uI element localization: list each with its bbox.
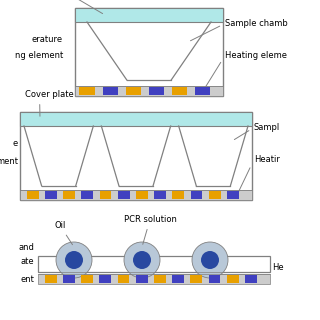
Text: erature: erature	[32, 36, 63, 44]
Bar	[190, 275, 202, 283]
Text: ment: ment	[0, 157, 18, 166]
Circle shape	[201, 251, 219, 269]
Bar	[149, 87, 164, 95]
Bar	[190, 191, 202, 199]
Circle shape	[65, 251, 83, 269]
Bar	[75, 8, 223, 22]
Text: Heatir: Heatir	[238, 155, 280, 193]
Bar	[196, 87, 211, 95]
Circle shape	[56, 242, 92, 278]
Bar	[103, 87, 118, 95]
Bar	[63, 191, 75, 199]
Text: ate: ate	[20, 258, 34, 267]
Text: PCR solution: PCR solution	[124, 215, 176, 244]
Circle shape	[124, 242, 160, 278]
Text: ng element: ng element	[15, 52, 63, 60]
Text: Sampl: Sampl	[234, 123, 280, 140]
Bar	[38, 274, 270, 284]
Bar	[38, 256, 270, 272]
Bar	[118, 275, 130, 283]
Text: Cover plate: Cover plate	[16, 0, 103, 13]
Bar	[172, 275, 184, 283]
Bar	[126, 87, 141, 95]
Bar	[154, 191, 166, 199]
Bar	[79, 87, 94, 95]
Bar	[63, 275, 75, 283]
Bar	[209, 275, 220, 283]
Bar	[27, 191, 39, 199]
Bar	[82, 191, 93, 199]
Text: Oil: Oil	[54, 221, 73, 245]
Bar	[20, 112, 252, 200]
Text: e: e	[13, 140, 18, 148]
Text: He: He	[272, 263, 284, 273]
Bar	[100, 275, 111, 283]
Bar	[136, 275, 148, 283]
Bar	[45, 275, 57, 283]
Bar	[81, 275, 93, 283]
Bar	[100, 191, 111, 199]
Bar	[154, 275, 166, 283]
Bar	[118, 191, 130, 199]
Bar	[227, 275, 238, 283]
Bar	[136, 191, 148, 199]
Bar	[75, 86, 223, 96]
Text: and: and	[18, 244, 34, 252]
Bar	[209, 191, 220, 199]
Bar	[172, 87, 187, 95]
Bar	[172, 191, 184, 199]
Bar	[227, 191, 239, 199]
Text: Heating eleme: Heating eleme	[204, 51, 287, 89]
Bar	[245, 275, 257, 283]
Bar	[45, 191, 57, 199]
Bar	[20, 190, 252, 200]
Circle shape	[192, 242, 228, 278]
Text: Cover plate: Cover plate	[25, 90, 74, 116]
Text: ent: ent	[20, 275, 34, 284]
Circle shape	[133, 251, 151, 269]
Text: Sample chamb: Sample chamb	[190, 19, 288, 41]
Bar	[20, 112, 252, 126]
Bar	[75, 8, 223, 96]
